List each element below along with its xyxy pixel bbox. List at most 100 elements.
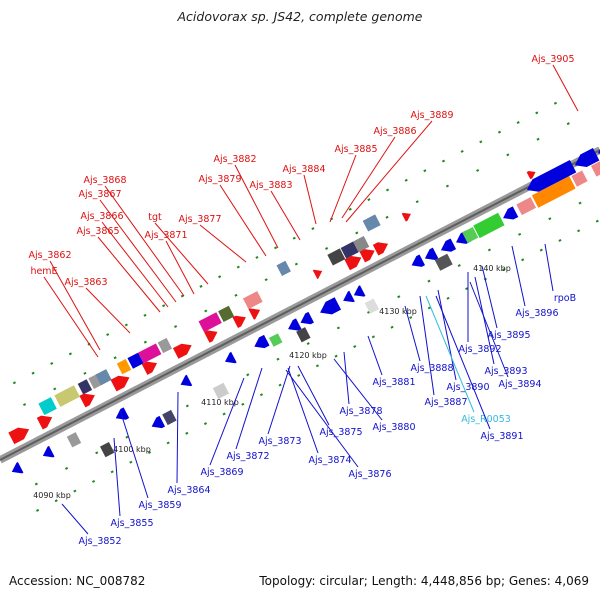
forward-gene-label-leader	[165, 240, 195, 295]
tick-mark	[173, 325, 178, 328]
reverse-gene	[296, 327, 311, 343]
tick-mark	[162, 304, 166, 308]
forward-gene-body	[359, 249, 375, 263]
forward-gene-body	[138, 343, 162, 364]
reverse-gene-leader	[469, 281, 509, 378]
forward-gene-label: Ajs_3867	[78, 189, 121, 200]
reverse-gene-body	[162, 409, 177, 426]
tick-mark	[460, 149, 464, 153]
forward-gene	[95, 369, 112, 386]
scale-tick-label: 4140 kbp	[473, 264, 511, 273]
reverse-gene	[162, 409, 177, 426]
tick-mark	[423, 169, 427, 173]
tick-mark	[22, 403, 27, 407]
forward-gene-label-leader	[49, 260, 101, 351]
forward-gene	[38, 397, 57, 416]
reverse-gene	[151, 415, 166, 429]
scale-tick-label: 4120 kbp	[289, 351, 327, 360]
genome-summary-text: Topology: circular; Length: 4,448,856 bp…	[259, 574, 589, 588]
reverse-gene-body	[288, 318, 302, 331]
reverse-gene-label: Ajs_3895	[487, 330, 530, 341]
tick-mark	[125, 435, 129, 439]
reverse-gene-label: Ajs_3864	[167, 485, 210, 496]
tick-mark	[203, 422, 208, 426]
tick-mark	[476, 168, 480, 172]
forward-gene-body	[110, 375, 130, 392]
tick-mark	[553, 101, 558, 105]
tick-mark	[218, 275, 222, 279]
tick-mark	[334, 354, 338, 358]
reverse-gene-label: Ajs_3891	[480, 431, 523, 442]
tick-mark	[465, 287, 469, 291]
reverse-gene-label: Ajs_3859	[138, 500, 181, 511]
forward-gene	[127, 352, 144, 369]
forward-gene-body	[36, 415, 53, 430]
reverse-gene	[364, 298, 380, 314]
reverse-gene-body	[115, 407, 130, 420]
reverse-gene-leader	[285, 369, 359, 468]
tick-mark	[336, 326, 340, 330]
forward-gene-body	[344, 256, 362, 271]
reverse-gene-body	[225, 351, 237, 364]
scale-tick-label: 4100 kbp	[113, 445, 151, 454]
reverse-gene	[180, 374, 193, 387]
tick-mark	[110, 470, 114, 474]
reverse-gene-label: Ajs_3892	[458, 344, 501, 355]
forward-gene-body	[372, 242, 389, 256]
reverse-gene-body	[100, 442, 115, 458]
reverse-gene-body	[411, 254, 425, 267]
tick-mark	[385, 215, 389, 219]
reverse-gene-leader	[367, 335, 383, 376]
tick-mark	[31, 371, 35, 375]
tick-mark	[166, 441, 170, 445]
tick-mark	[124, 323, 128, 327]
forward-gene-label-leader	[99, 199, 177, 303]
tick-mark	[294, 262, 298, 266]
reverse-gene-body	[212, 382, 230, 399]
reverse-gene-body	[531, 176, 576, 208]
reverse-gene-label: Ajs_3873	[258, 436, 301, 447]
tick-mark	[83, 371, 87, 375]
tick-mark	[404, 178, 408, 182]
reverse-gene-body	[300, 311, 314, 325]
forward-gene	[362, 214, 381, 232]
reverse-gene	[503, 206, 519, 220]
forward-gene-label: Ajs_3905	[531, 54, 574, 65]
tick-mark	[147, 451, 152, 455]
reverse-gene-leader	[297, 365, 330, 426]
forward-gene-label: Ajs_3886	[373, 126, 416, 137]
forward-gene-body	[526, 171, 536, 180]
reverse-gene-leader	[209, 377, 245, 466]
reverse-gene-leader	[425, 295, 475, 413]
forward-gene-label: tgt	[148, 212, 162, 223]
reverse-gene	[411, 254, 425, 267]
forward-gene-body	[54, 385, 80, 407]
tick-mark	[255, 255, 259, 259]
reverse-gene-label: Ajs_3875	[319, 427, 362, 438]
tick-mark	[129, 460, 133, 464]
forward-gene-label-leader	[234, 164, 279, 249]
forward-gene-label-leader	[219, 184, 267, 257]
reverse-gene-body	[574, 148, 600, 167]
forward-gene	[54, 385, 80, 407]
tick-mark	[143, 340, 147, 344]
tick-mark	[264, 278, 268, 282]
forward-gene-label-leader	[43, 276, 99, 358]
forward-gene	[526, 171, 536, 180]
tick-mark	[415, 200, 419, 204]
reverse-gene-label: Ajs_3878	[339, 406, 382, 417]
tick-mark	[325, 247, 329, 250]
reverse-gene-leader	[113, 437, 121, 517]
tick-mark	[367, 198, 371, 202]
reverse-gene	[11, 461, 24, 474]
tick-mark	[355, 231, 359, 235]
tick-mark	[199, 284, 203, 288]
forward-gene-body	[327, 248, 346, 266]
forward-gene	[204, 330, 218, 343]
reverse-gene-body	[462, 226, 479, 244]
forward-gene-label-leader	[199, 224, 247, 263]
reverse-gene	[66, 432, 82, 448]
tick-mark	[292, 236, 296, 240]
reverse-gene-body	[11, 461, 24, 474]
reverse-gene-leader	[435, 295, 491, 430]
